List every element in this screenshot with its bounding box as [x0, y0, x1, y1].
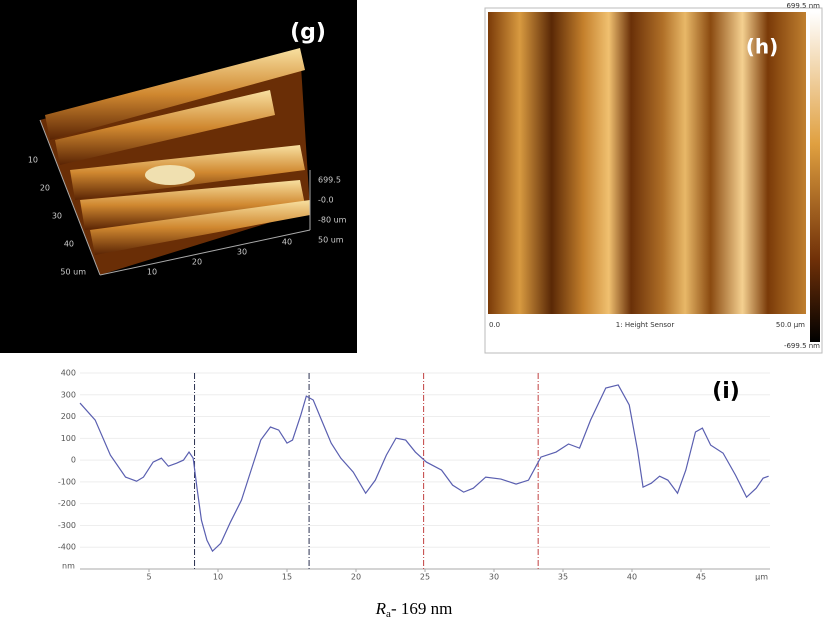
caption: Ra- 169 nm: [375, 599, 453, 620]
axis-label: 699.5: [318, 176, 341, 185]
y-tick-label: 400: [61, 369, 76, 378]
y-tick-label: 200: [61, 412, 76, 421]
y-tick-label: -300: [58, 521, 76, 530]
channel-name: 1: Height Sensor: [616, 321, 675, 329]
axis-label: 50 um: [60, 268, 86, 277]
x-tick-label: 15: [282, 573, 292, 582]
y-axis-unit: nm: [62, 562, 75, 571]
axis-label: 20: [40, 184, 50, 193]
afm-image: [488, 12, 806, 314]
y-tick-label: -200: [58, 499, 76, 508]
panel-label: (g): [290, 20, 326, 45]
x-tick-label: 30: [489, 573, 499, 582]
y-tick-label: -400: [58, 543, 76, 552]
axis-label: -0.0: [318, 196, 334, 205]
x-tick-label: 20: [351, 573, 361, 582]
scale-max: 699.5 nm: [786, 2, 820, 10]
y-tick-label: 0: [71, 456, 76, 465]
axis-label: 40: [64, 240, 74, 249]
x-tick-label: 35: [558, 573, 568, 582]
scale-end: 50.0 µm: [776, 321, 805, 329]
x-tick-label: 40: [627, 573, 637, 582]
axis-label: 30: [237, 248, 247, 257]
scale-min: -699.5 nm: [784, 342, 820, 350]
color-bar: [810, 12, 820, 342]
x-tick-label: 45: [696, 573, 706, 582]
panel-label: (i): [712, 379, 740, 404]
caption-symbol: R: [375, 599, 387, 618]
axis-label: 30: [52, 212, 62, 221]
surface-3d: [39, 48, 311, 276]
caption-subscript: a: [386, 608, 391, 620]
axis-label: -80 um: [318, 216, 347, 225]
scale-start: 0.0: [489, 321, 500, 329]
caption-text: - 169 nm: [391, 599, 452, 618]
profile-line: [79, 384, 769, 553]
y-tick-label: 300: [61, 390, 76, 399]
x-tick-label: 25: [420, 573, 430, 582]
axis-label: 20: [192, 258, 202, 267]
y-tick-label: 100: [61, 434, 76, 443]
x-tick-label: 10: [213, 573, 223, 582]
axis-label: 50 um: [318, 236, 344, 245]
axis-label: 10: [147, 268, 157, 277]
x-axis-unit: µm: [755, 573, 768, 582]
panel-label: (h): [746, 35, 779, 59]
axis-label: 10: [28, 156, 38, 165]
y-tick-label: -100: [58, 477, 76, 486]
axis-label: 40: [282, 238, 292, 247]
x-tick-label: 5: [146, 573, 151, 582]
